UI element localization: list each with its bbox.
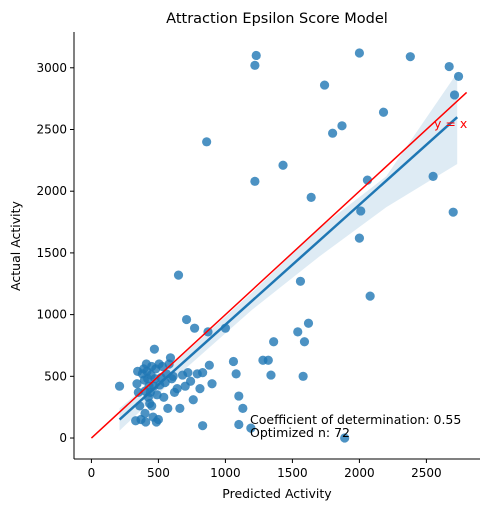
- x-tick-label: 2000: [344, 466, 375, 480]
- data-point: [204, 360, 214, 370]
- optimized-n-annotation: Optimized n: 72: [250, 425, 350, 440]
- data-point: [365, 291, 375, 301]
- data-point: [250, 60, 260, 70]
- data-point: [340, 433, 350, 443]
- x-axis-label: Predicted Activity: [222, 486, 332, 501]
- x-tick-label: 1500: [277, 466, 308, 480]
- data-point: [207, 379, 217, 389]
- data-point: [234, 419, 244, 430]
- data-point: [153, 414, 164, 425]
- data-point: [448, 207, 458, 217]
- data-point: [356, 206, 366, 216]
- data-point: [278, 160, 288, 170]
- data-point: [293, 327, 303, 337]
- data-point: [147, 401, 157, 411]
- lines-layer: [90, 91, 468, 439]
- data-point: [203, 327, 213, 337]
- data-point: [175, 403, 185, 414]
- chart-title: Attraction Epsilon Score Model: [166, 11, 388, 27]
- data-point: [114, 381, 125, 391]
- y-tick-label: 3000: [36, 61, 67, 75]
- data-point: [185, 376, 196, 386]
- confidence-band-layer: [119, 72, 458, 431]
- x-ticks-layer: 0 500 1000 1500 2000 2500: [88, 459, 442, 480]
- data-point: [299, 337, 310, 347]
- x-tick-label: 2500: [411, 466, 442, 480]
- data-point: [428, 171, 438, 181]
- data-point: [453, 71, 464, 82]
- y-ticks-layer: 0 500 1000 1500 2000 2500 3000: [36, 61, 74, 445]
- scatter-points-layer: [114, 48, 464, 443]
- y-tick-label: 500: [44, 369, 67, 383]
- data-point: [231, 369, 241, 379]
- regression-line: [118, 116, 459, 421]
- data-point: [183, 368, 193, 378]
- data-point: [195, 384, 205, 394]
- data-point: [198, 421, 208, 431]
- data-point: [337, 121, 347, 131]
- data-point: [173, 270, 184, 280]
- data-point: [378, 107, 389, 117]
- data-point: [269, 337, 279, 347]
- data-point: [141, 417, 151, 427]
- data-point: [198, 368, 208, 378]
- data-point: [266, 370, 276, 380]
- data-point: [202, 137, 212, 147]
- y-axis-label: Actual Activity: [8, 200, 23, 290]
- data-point: [228, 356, 239, 367]
- x-tick-label: 1000: [210, 466, 241, 480]
- data-point: [251, 50, 261, 61]
- y-tick-label: 2500: [36, 122, 67, 136]
- data-point: [140, 408, 150, 418]
- data-point: [295, 276, 306, 286]
- data-point: [238, 403, 248, 414]
- x-tick-label: 500: [147, 466, 170, 480]
- identity-line-label: y = x: [434, 116, 467, 131]
- data-point: [246, 423, 256, 433]
- data-point: [132, 379, 142, 389]
- data-point: [298, 371, 308, 381]
- y-tick-label: 1500: [36, 246, 67, 260]
- y-tick-label: 1000: [36, 308, 67, 322]
- x-tick-label: 0: [88, 466, 96, 480]
- data-point: [449, 90, 460, 100]
- data-point: [354, 48, 365, 58]
- y-tick-label: 2000: [36, 184, 67, 198]
- r-squared-annotation: Coefficient of determination: 0.55: [250, 412, 461, 427]
- data-point: [444, 61, 454, 72]
- data-point: [149, 344, 159, 354]
- data-point: [234, 391, 244, 401]
- confidence-band: [119, 72, 458, 431]
- data-point: [189, 323, 200, 333]
- data-point: [181, 314, 192, 325]
- data-point: [405, 52, 415, 62]
- identity-line: [90, 91, 468, 439]
- data-point: [159, 392, 169, 402]
- data-point: [188, 395, 198, 405]
- data-point: [165, 353, 176, 363]
- data-point: [328, 128, 338, 138]
- data-point: [172, 384, 182, 394]
- data-point: [263, 355, 273, 365]
- data-point: [250, 176, 260, 186]
- data-point: [303, 318, 314, 328]
- data-point: [319, 80, 330, 90]
- data-point: [306, 192, 316, 202]
- data-point: [163, 403, 173, 414]
- y-tick-label: 0: [59, 431, 67, 445]
- data-point: [354, 233, 365, 243]
